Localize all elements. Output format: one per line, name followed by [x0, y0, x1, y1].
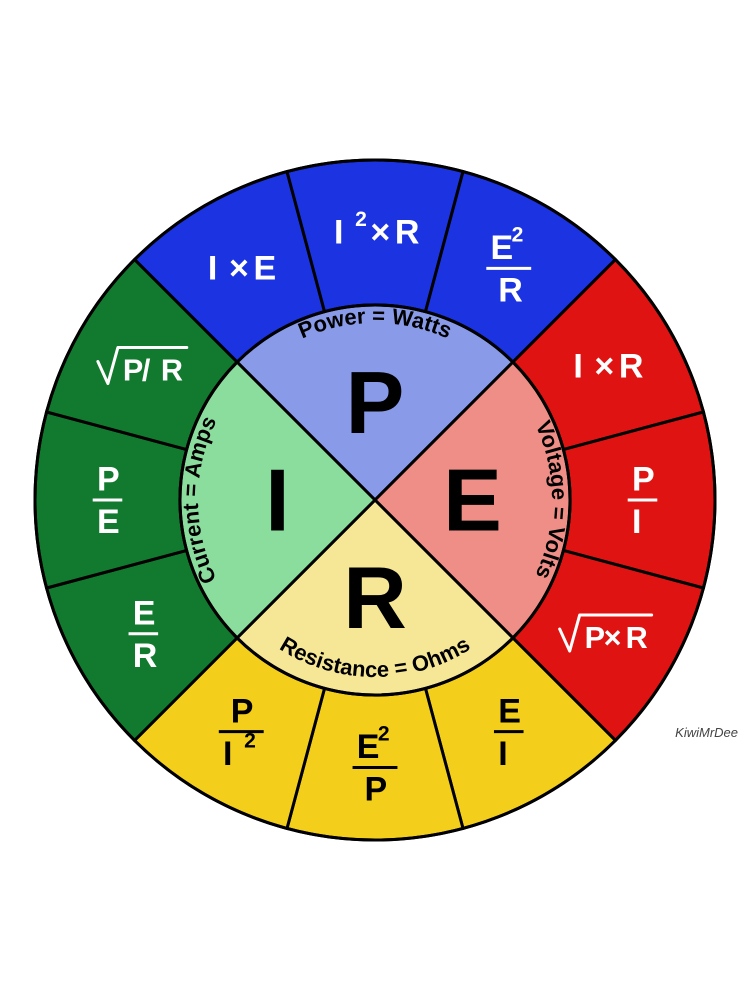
svg-text:E: E: [491, 229, 514, 267]
formula-current-1: PE: [93, 461, 123, 541]
svg-text:P: P: [632, 461, 655, 499]
center-letter-resistance: R: [343, 548, 407, 647]
credit-text: KiwiMrDee: [675, 725, 738, 740]
svg-text:2: 2: [378, 723, 390, 746]
svg-text:I: I: [208, 249, 217, 287]
ohms-law-wheel: Power = WattsVoltage = VoltsResistance =…: [0, 0, 750, 1000]
center-letter-voltage: E: [443, 451, 502, 550]
svg-text:I: I: [498, 735, 507, 773]
svg-text:×: ×: [604, 621, 622, 655]
diagram-stage: Power = WattsVoltage = VoltsResistance =…: [0, 0, 750, 1000]
svg-text:×: ×: [370, 214, 390, 252]
svg-text:×: ×: [229, 249, 249, 287]
formula-current-0: ER: [129, 594, 159, 675]
center-letter-power: P: [346, 353, 405, 452]
svg-text:E: E: [253, 249, 276, 287]
svg-text:R: R: [395, 214, 420, 252]
svg-text:R: R: [161, 353, 183, 387]
svg-text:P: P: [97, 461, 120, 499]
svg-text:R: R: [498, 271, 523, 309]
center-letter-current: I: [265, 451, 289, 550]
svg-text:I: I: [632, 503, 641, 541]
svg-text:2: 2: [355, 208, 367, 231]
svg-text:2: 2: [244, 729, 256, 752]
svg-text:I: I: [573, 347, 582, 385]
svg-text:P: P: [585, 621, 605, 655]
svg-text:I: I: [223, 735, 232, 773]
svg-text:R: R: [626, 621, 648, 655]
svg-text:R: R: [619, 347, 644, 385]
svg-text:P: P: [123, 353, 143, 387]
svg-text:P: P: [231, 692, 254, 730]
svg-text:E: E: [357, 728, 380, 766]
svg-text:×: ×: [594, 347, 614, 385]
svg-text:E: E: [498, 692, 521, 730]
svg-text:/: /: [142, 353, 151, 387]
svg-text:E: E: [133, 594, 156, 632]
svg-text:2: 2: [512, 224, 524, 247]
svg-text:P: P: [364, 771, 387, 809]
svg-text:I: I: [334, 214, 343, 252]
svg-text:R: R: [133, 637, 158, 675]
svg-text:E: E: [97, 503, 120, 541]
